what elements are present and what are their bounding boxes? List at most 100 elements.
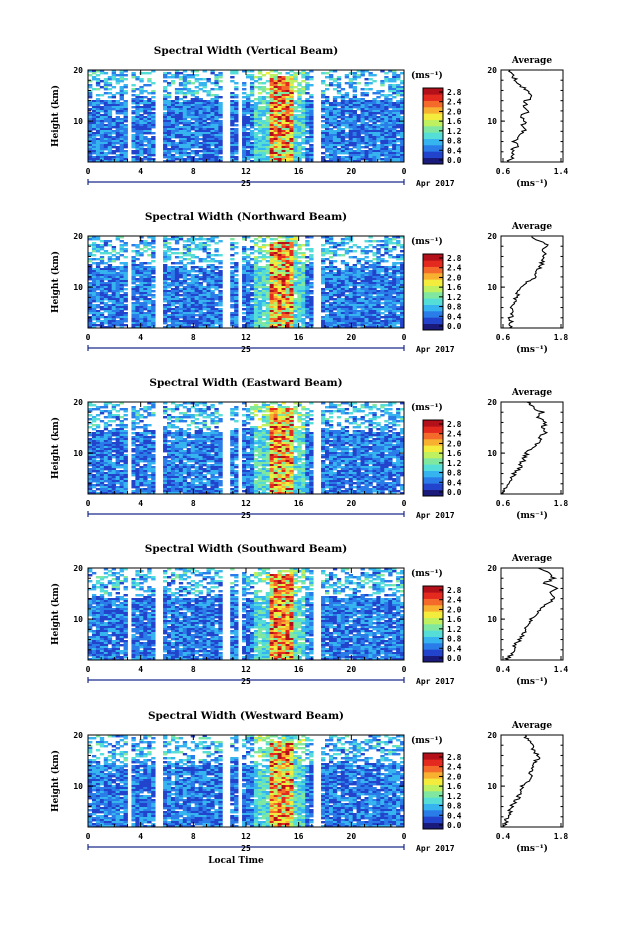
heatmap-cell (210, 294, 215, 297)
heatmap-cell (91, 114, 97, 117)
heatmap-cell (95, 274, 101, 277)
heatmap-cell (332, 244, 338, 247)
heatmap-cell (293, 266, 298, 269)
heatmap-cell (174, 74, 180, 77)
heatmap-cell (281, 134, 286, 137)
heatmap-cell (131, 160, 136, 163)
heatmap-cell (174, 298, 180, 301)
heatmap-cell (170, 304, 176, 307)
heatmap-cell (392, 84, 397, 87)
heatmap-cell (111, 118, 117, 121)
heatmap-cell (285, 78, 290, 81)
heatmap-cell (384, 78, 389, 81)
heatmap-cell (115, 278, 120, 281)
heatmap-cell (265, 320, 271, 323)
heatmap-cell (206, 110, 211, 113)
heatmap-cell (325, 306, 330, 309)
heatmap-cell (352, 96, 357, 99)
heatmap-cell (273, 250, 278, 253)
heatmap-cell (305, 276, 310, 279)
heatmap-cell (261, 276, 267, 279)
heatmap-cell (277, 118, 282, 121)
heatmap-cell (364, 134, 369, 137)
heatmap-cell (309, 70, 314, 73)
heatmap-cell (91, 238, 97, 241)
heatmap-cell (321, 116, 326, 119)
heatmap-cell (218, 116, 223, 119)
heatmap-cell (151, 100, 156, 103)
heatmap-cell (115, 258, 120, 261)
heatmap-cell (269, 74, 275, 77)
heatmap-cell (309, 312, 314, 315)
heatmap-cell (163, 112, 168, 115)
heatmap-cell (234, 118, 239, 121)
heatmap-cell (352, 138, 357, 141)
heatmap-cell (111, 104, 117, 107)
heatmap-cell (139, 114, 144, 117)
heatmap-cell (131, 112, 136, 115)
heatmap-cell (269, 264, 275, 267)
heatmap-cell (305, 106, 310, 109)
heatmap-cell (277, 264, 282, 267)
heatmap-cell (91, 274, 97, 277)
heatmap-cell (285, 92, 290, 95)
heatmap-cell (170, 312, 176, 315)
heatmap-cell (135, 104, 140, 107)
heatmap-cell (388, 140, 393, 143)
heatmap-cell (119, 270, 124, 273)
heatmap-cell (261, 266, 267, 269)
heatmap-cell (139, 106, 144, 109)
heatmap-cell (174, 256, 180, 259)
heatmap-cell (257, 112, 263, 115)
heatmap-cell (305, 290, 310, 293)
heatmap-cell (95, 144, 101, 147)
heatmap-cell (202, 120, 207, 123)
heatmap-cell (115, 158, 120, 161)
heatmap-cell (388, 150, 393, 153)
heatmap-cell (321, 298, 326, 301)
heatmap-cell (167, 300, 172, 303)
heatmap-cell (257, 280, 263, 283)
heatmap-cell (376, 112, 381, 115)
heatmap-cell (360, 248, 365, 251)
heatmap-cell (178, 276, 184, 279)
heatmap-cell (281, 144, 286, 147)
heatmap-cell (167, 104, 172, 107)
heatmap-cell (293, 108, 298, 111)
heatmap-cell (143, 136, 148, 139)
heatmap-cell (194, 286, 199, 289)
heatmap-cell (131, 134, 136, 137)
heatmap-cell (352, 112, 357, 115)
colorbar-segment (423, 107, 443, 114)
heatmap-cell (95, 80, 101, 83)
heatmap-cell (376, 124, 381, 127)
heatmap-cell (182, 298, 188, 301)
heatmap-cell (396, 104, 401, 107)
heatmap-cell (119, 70, 124, 73)
heatmap-cell (289, 268, 294, 271)
heatmap-cell (301, 100, 306, 103)
heatmap-cell (135, 116, 140, 119)
x-tick-label: 8 (191, 167, 196, 176)
heatmap-cell (107, 158, 113, 161)
heatmap-cell (186, 102, 192, 105)
heatmap-cell (325, 252, 330, 255)
heatmap-cell (182, 132, 188, 135)
heatmap-cell (139, 160, 144, 163)
heatmap-cell (123, 266, 128, 269)
heatmap-cell (305, 150, 310, 153)
heatmap-cell (178, 92, 184, 95)
heatmap-cell (368, 78, 373, 81)
heatmap-cell (95, 268, 101, 271)
heatmap-cell (230, 110, 235, 113)
heatmap-cell (186, 122, 192, 125)
heatmap-cell (131, 130, 136, 133)
heatmap-cell (111, 292, 117, 295)
heatmap-cell (170, 270, 176, 273)
heatmap-cell (257, 290, 263, 293)
heatmap-cell (111, 268, 117, 271)
heatmap-cell (131, 250, 136, 253)
heatmap-cell (202, 304, 207, 307)
heatmap-cell (392, 108, 397, 111)
heatmap-cell (198, 298, 203, 301)
